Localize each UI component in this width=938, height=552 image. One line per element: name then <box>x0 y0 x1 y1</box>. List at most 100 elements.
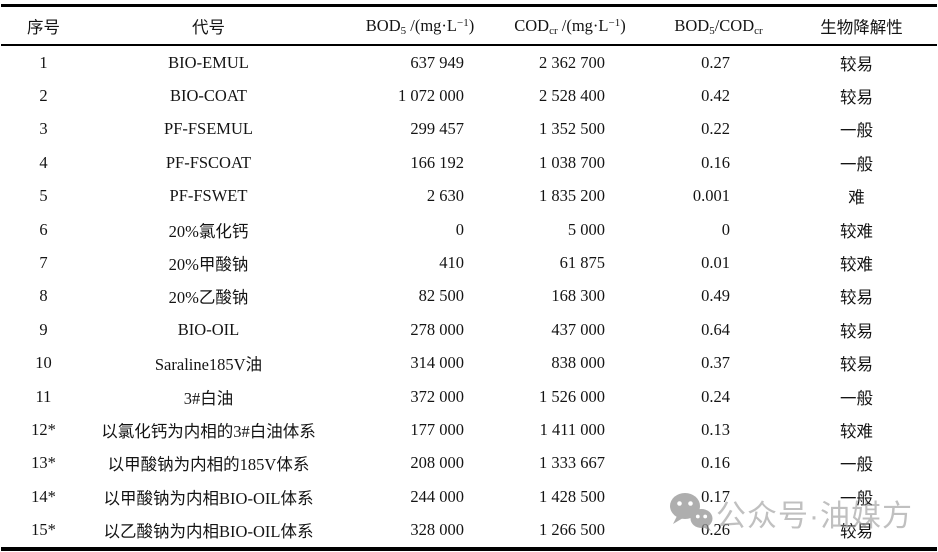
cell-bod5-value: 82 500 <box>418 286 464 306</box>
table-row: 5 PF-FSWET 2 630 1 835 200 0.001 难 <box>1 180 937 213</box>
cell-code: 3#白油 <box>183 388 234 408</box>
ratio-cod-label: /COD <box>714 15 755 35</box>
table-row: 11 3#白油 372 000 1 526 000 0.24 一般 <box>1 380 937 413</box>
cell-code: PF-FSCOAT <box>165 152 252 172</box>
cell-row-number: 11 <box>35 386 52 406</box>
cell-row-number: 9 <box>39 319 48 339</box>
cell-bod5-value: 166 192 <box>410 152 464 172</box>
cell-ratio-value: 0.16 <box>701 152 730 172</box>
cod-label: COD <box>514 15 550 35</box>
cod-unit: /(mg·L <box>557 15 609 35</box>
cell-row-number: 8 <box>39 286 48 306</box>
cell-ratio-value: 0.01 <box>701 253 730 273</box>
col-header-code: 代号 <box>86 5 331 46</box>
cell-row-number: 4 <box>39 152 48 172</box>
cell-codcr-value: 2 362 700 <box>539 52 605 72</box>
cell-bod5-value: 299 457 <box>410 119 464 139</box>
cell-row-number: 15* <box>31 520 56 540</box>
cell-codcr-value: 1 352 500 <box>539 119 605 139</box>
cell-row-number: 5 <box>39 186 48 206</box>
cell-bod5-value: 244 000 <box>410 486 464 506</box>
cell-bod5-value: 278 000 <box>410 319 464 339</box>
cell-bod5-value: 177 000 <box>410 419 464 439</box>
cell-row-number: 1 <box>39 52 48 72</box>
cell-codcr-value: 2 528 400 <box>539 86 605 106</box>
cell-ratio-value: 0.22 <box>701 119 730 139</box>
cell-codcr-value: 1 835 200 <box>539 186 605 206</box>
cell-bod5-value: 314 000 <box>410 353 464 373</box>
cell-ratio-value: 0.42 <box>701 86 730 106</box>
cell-code: Saraline185V油 <box>154 355 263 375</box>
cell-row-number: 7 <box>39 253 48 273</box>
cell-ratio-value: 0.26 <box>701 520 730 540</box>
cell-bod5-value: 1 072 000 <box>398 86 464 106</box>
cell-code: BIO-COAT <box>170 86 247 106</box>
cell-bod5-value: 372 000 <box>410 386 464 406</box>
col-header-biodegradability: 生物降解性 <box>776 5 937 46</box>
table-row: 12* 以氯化钙为内相的3#白油体系 177 000 1 411 000 0.1… <box>1 413 937 446</box>
cell-ratio-value: 0.17 <box>701 486 730 506</box>
table-row: 3 PF-FSEMUL 299 457 1 352 500 0.22 一般 <box>1 113 937 146</box>
ratio-bod-subscript: 5 <box>709 24 715 37</box>
cell-biodegradability: 较易 <box>840 522 873 542</box>
cell-biodegradability: 较易 <box>840 288 873 308</box>
cell-ratio-value: 0.24 <box>701 386 730 406</box>
cell-ratio-value: 0.64 <box>701 319 730 339</box>
table-row: 1 BIO-EMUL 637 949 2 362 700 0.27 较易 <box>1 45 937 79</box>
cell-code: 20%乙酸钠 <box>168 288 249 308</box>
col-header-no: 序号 <box>1 5 86 46</box>
cell-bod5-value: 0 <box>455 219 464 239</box>
col-header-codcr: CODcr /(mg·L−1) <box>481 5 631 46</box>
cod-unit-close: ) <box>620 15 626 35</box>
table-body: 1 BIO-EMUL 637 949 2 362 700 0.27 较易 2 B… <box>1 45 937 549</box>
table-row: 8 20%乙酸钠 82 500 168 300 0.49 较易 <box>1 280 937 313</box>
cell-bod5-value: 637 949 <box>410 52 464 72</box>
cell-biodegradability: 较难 <box>840 255 873 275</box>
cell-codcr-value: 1 411 000 <box>539 419 605 439</box>
table-row: 9 BIO-OIL 278 000 437 000 0.64 较易 <box>1 313 937 346</box>
cell-bod5-value: 410 <box>439 253 464 273</box>
cell-ratio-value: 0.49 <box>701 286 730 306</box>
cell-code: 20%氯化钙 <box>168 221 249 241</box>
cell-row-number: 2 <box>39 86 48 106</box>
bod-exponent: −1 <box>457 16 469 29</box>
cell-biodegradability: 较易 <box>840 321 873 341</box>
cod-subscript: cr <box>549 24 558 37</box>
header-row: 序号 代号 BOD5 /(mg·L−1) CODcr /(mg·L−1) BOD… <box>1 5 937 46</box>
cell-ratio-value: 0.16 <box>701 453 730 473</box>
table-row: 14* 以甲酸钠为内相BIO-OIL体系 244 000 1 428 500 0… <box>1 480 937 513</box>
table-row: 4 PF-FSCOAT 166 192 1 038 700 0.16 一般 <box>1 146 937 179</box>
cell-codcr-value: 437 000 <box>551 319 605 339</box>
cell-ratio-value: 0.001 <box>692 186 730 206</box>
cell-codcr-value: 838 000 <box>551 353 605 373</box>
cell-biodegradability: 较难 <box>840 221 873 241</box>
cell-code: BIO-OIL <box>177 319 240 339</box>
cell-biodegradability: 一般 <box>840 154 873 174</box>
cell-ratio-value: 0 <box>721 219 730 239</box>
cod-exponent: −1 <box>608 16 621 29</box>
cell-biodegradability: 一般 <box>840 488 873 508</box>
table-row: 15* 以乙酸钠为内相BIO-OIL体系 328 000 1 266 500 0… <box>1 513 937 548</box>
cell-codcr-value: 168 300 <box>551 286 605 306</box>
cell-biodegradability: 难 <box>848 188 865 208</box>
cell-codcr-value: 1 428 500 <box>539 486 605 506</box>
cell-biodegradability: 一般 <box>840 455 873 475</box>
cell-biodegradability: 一般 <box>840 121 873 141</box>
cell-bod5-value: 2 630 <box>426 186 464 206</box>
cell-bod5-value: 208 000 <box>410 453 464 473</box>
cell-row-number: 13* <box>31 453 56 473</box>
cell-code: PF-FSEMUL <box>164 119 253 139</box>
bod-unit: /(mg·L <box>406 15 457 35</box>
cell-biodegradability: 较易 <box>840 54 873 74</box>
cell-biodegradability: 较易 <box>840 355 873 375</box>
table-row: 13* 以甲酸钠为内相的185V体系 208 000 1 333 667 0.1… <box>1 447 937 480</box>
cell-codcr-value: 1 038 700 <box>539 152 605 172</box>
table-row: 6 20%氯化钙 0 5 000 0 较难 <box>1 213 937 246</box>
table-row: 7 20%甲酸钠 410 61 875 0.01 较难 <box>1 246 937 279</box>
cell-bod5-value: 328 000 <box>410 520 464 540</box>
ratio-bod-label: BOD <box>674 15 710 35</box>
cell-codcr-value: 1 526 000 <box>539 386 605 406</box>
cell-code: 以乙酸钠为内相BIO-OIL体系 <box>103 522 314 542</box>
table-row: 10 Saraline185V油 314 000 838 000 0.37 较易 <box>1 347 937 380</box>
